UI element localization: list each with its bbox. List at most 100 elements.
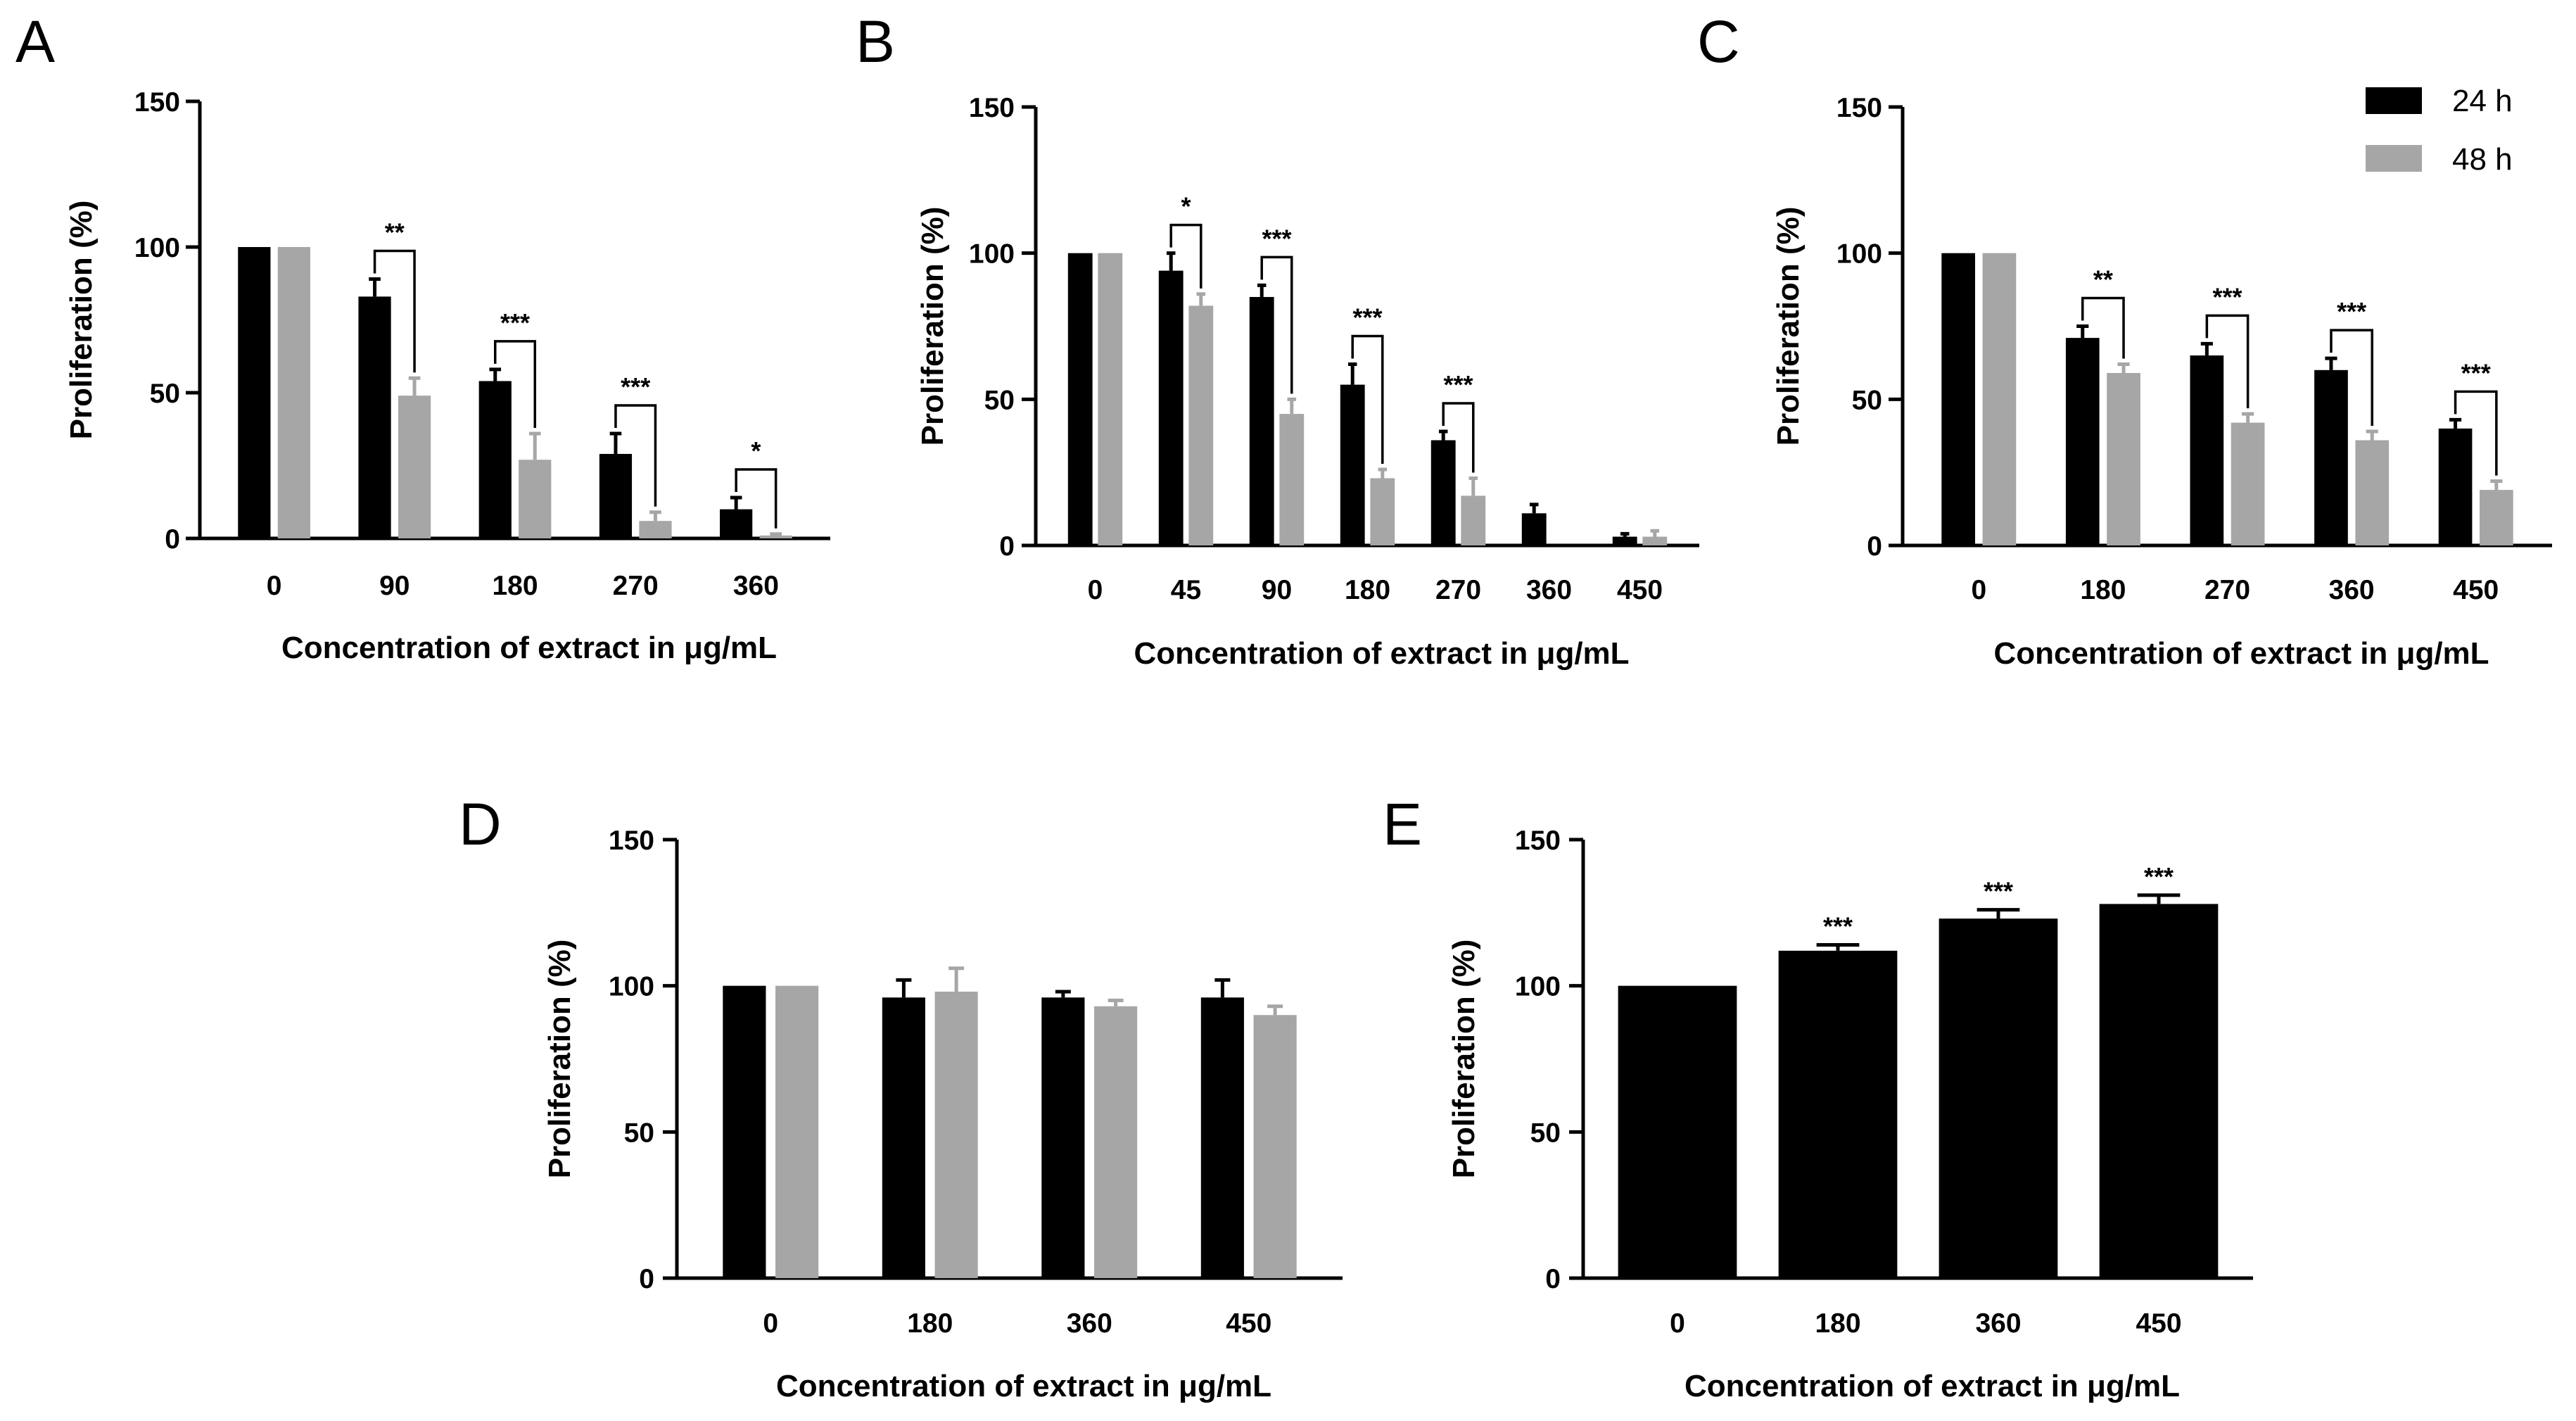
x-axis-label: Concentration of extract in μg/mL <box>1134 636 1629 671</box>
y-tick-label: 150 <box>969 93 1015 123</box>
significance-bracket <box>2205 314 2250 409</box>
bar-E-24h-0 <box>1618 985 1737 1278</box>
bar-C-24h-450 <box>2438 428 2473 545</box>
y-tick-label: 50 <box>1852 385 1882 415</box>
bar-C-48h-180 <box>2107 372 2140 545</box>
significance-bracket <box>2081 296 2125 359</box>
x-tick-label: 450 <box>1226 1308 1271 1339</box>
bar-A-48h-270 <box>639 521 672 538</box>
y-tick-label: 150 <box>134 87 180 118</box>
x-tick-label: 270 <box>2204 575 2250 605</box>
bar-B-48h-45 <box>1188 305 1214 545</box>
y-tick-label: 150 <box>1515 826 1561 856</box>
legend-label-24h: 24 h <box>2452 84 2513 118</box>
y-tick-label: 0 <box>1545 1264 1561 1294</box>
y-tick-label: 100 <box>134 233 180 263</box>
bar-A-48h-90 <box>398 396 431 538</box>
significance-bracket <box>1169 223 1203 289</box>
bar-D-24h-450 <box>1200 997 1244 1278</box>
panel-B: B 0 50 100 150 Proliferation (%) Concentration… <box>856 8 1699 671</box>
x-axis-label: Concentration of extract in μg/mL <box>776 1369 1271 1403</box>
x-tick-label: 270 <box>613 571 659 601</box>
x-tick-label: 180 <box>492 571 538 601</box>
bar-B-48h-90 <box>1279 414 1305 545</box>
y-axis-label: Proliferation (%) <box>1447 940 1481 1179</box>
x-tick-label: 360 <box>733 571 779 601</box>
bar-B-24h-270 <box>1430 440 1456 545</box>
x-tick-label: 0 <box>763 1308 778 1339</box>
panel-letter-B: B <box>856 8 895 75</box>
bar-A-24h-90 <box>358 296 391 538</box>
x-tick-label: 0 <box>1670 1308 1685 1339</box>
significance-label: *** <box>2337 297 2366 326</box>
bar-B-48h-0 <box>1098 253 1123 545</box>
panel-A: A 0 50 100 150 Proliferation (%) Concentration… <box>15 8 830 665</box>
panel-letter-E: E <box>1383 791 1422 857</box>
x-tick-label: 180 <box>2080 575 2126 605</box>
x-tick-label: 360 <box>2329 575 2375 605</box>
bar-E-24h-180 <box>1778 950 1898 1278</box>
y-tick-label: 0 <box>639 1264 654 1294</box>
significance-bracket <box>2330 329 2373 427</box>
x-tick-label: 45 <box>1171 575 1201 605</box>
bar-C-48h-360 <box>2355 440 2390 545</box>
x-tick-label: 0 <box>1971 575 1986 605</box>
y-tick-label: 50 <box>1530 1118 1561 1148</box>
y-tick-label: 50 <box>984 385 1015 415</box>
bar-D-24h-0 <box>723 985 766 1278</box>
bar-D-24h-180 <box>882 997 925 1278</box>
bar-D-48h-0 <box>775 985 819 1278</box>
panel-letter-D: D <box>459 791 502 857</box>
x-tick-label: 270 <box>1435 575 1481 605</box>
significance-label: ** <box>2093 265 2113 294</box>
bar-B-24h-180 <box>1340 384 1365 545</box>
legend: 24 h 48 h <box>2366 84 2513 177</box>
bar-B-24h-90 <box>1249 296 1274 545</box>
bar-C-24h-360 <box>2314 370 2348 545</box>
x-axis-label: Concentration of extract in μg/mL <box>281 631 777 665</box>
x-tick-label: 0 <box>267 571 282 601</box>
bar-A-24h-270 <box>599 453 633 538</box>
legend-label-48h: 48 h <box>2452 142 2513 177</box>
legend-swatch-48h <box>2366 145 2422 172</box>
significance-label: ** <box>385 218 405 247</box>
bar-A-24h-180 <box>478 381 512 538</box>
significance-label: *** <box>1443 370 1473 399</box>
panel-letter-A: A <box>15 8 55 75</box>
significance-bracket <box>614 404 657 507</box>
bar-B-24h-450 <box>1612 536 1637 545</box>
x-tick-label: 360 <box>1067 1308 1112 1339</box>
significance-label: *** <box>1823 912 1853 941</box>
x-tick-label: 450 <box>2136 1308 2181 1339</box>
significance-bracket <box>373 249 416 373</box>
bar-B-48h-270 <box>1461 495 1486 545</box>
y-tick-label: 100 <box>1515 972 1561 1002</box>
y-axis-label: Proliferation (%) <box>64 201 99 440</box>
bar-B-48h-450 <box>1642 536 1668 545</box>
x-tick-label: 0 <box>1088 575 1103 605</box>
significance-bracket <box>1260 255 1293 394</box>
x-tick-label: 90 <box>1262 575 1292 605</box>
bar-C-24h-0 <box>1941 253 1976 545</box>
significance-label: * <box>751 436 761 465</box>
x-tick-label: 180 <box>1345 575 1390 605</box>
significance-bracket <box>735 468 778 529</box>
y-tick-label: 50 <box>150 379 180 409</box>
bar-A-48h-360 <box>759 535 792 538</box>
bar-D-48h-180 <box>934 991 978 1278</box>
y-axis-label: Proliferation (%) <box>915 207 950 446</box>
bar-B-24h-0 <box>1067 253 1093 545</box>
significance-label: *** <box>2212 282 2242 311</box>
bar-A-24h-360 <box>720 509 753 538</box>
bar-A-48h-180 <box>519 460 552 538</box>
x-tick-label: 360 <box>1526 575 1572 605</box>
y-tick-label: 100 <box>969 239 1015 270</box>
bar-C-24h-180 <box>2065 338 2100 545</box>
bar-B-24h-360 <box>1521 513 1547 545</box>
y-axis-label: Proliferation (%) <box>1771 207 1806 446</box>
bar-D-48h-360 <box>1094 1006 1138 1278</box>
bar-A-24h-0 <box>238 247 271 538</box>
bar-E-24h-450 <box>2099 904 2219 1278</box>
significance-label: *** <box>2144 862 2174 891</box>
